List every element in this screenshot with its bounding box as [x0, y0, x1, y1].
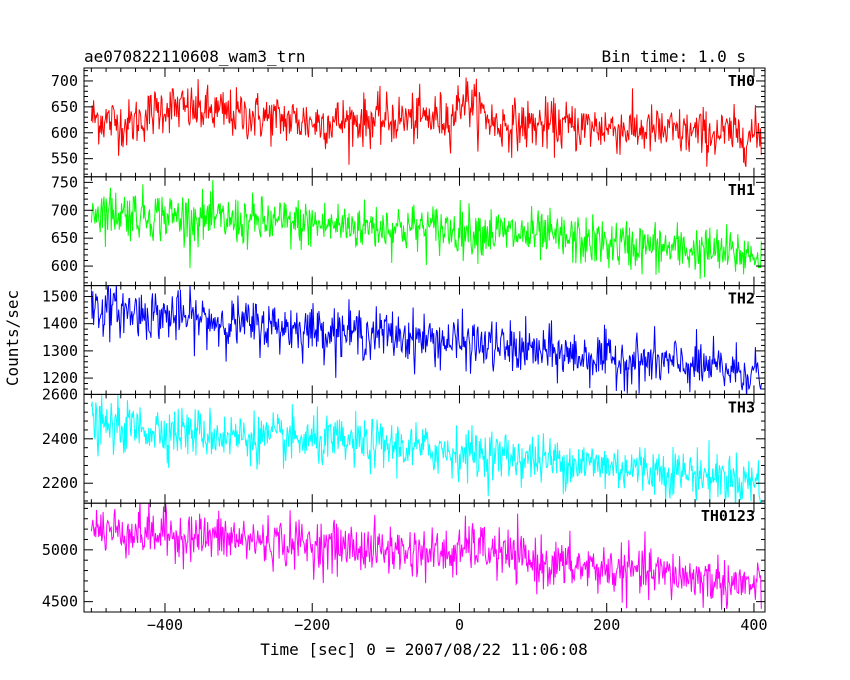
panel-th2: 1200 1300 1400 1500 TH2: [42, 285, 766, 395]
x-axis-label: Time [sec] 0 = 2007/08/22 11:06:08: [260, 640, 588, 659]
series-line-th0123: [90, 503, 762, 610]
series-line-th1: [90, 179, 762, 279]
y-tick-label: 2200: [42, 474, 78, 492]
x-tick-label: 200: [593, 616, 620, 634]
panel-label: TH1: [728, 181, 755, 199]
series-line-th2: [90, 285, 762, 395]
panel-frame: [83, 67, 766, 178]
y-tick-label: 1400: [42, 315, 78, 333]
y-tick-label: 2600: [42, 385, 78, 403]
y-axis-label: Counts/sec: [3, 290, 22, 386]
series-line-th0: [90, 77, 762, 168]
panel-label: TH2: [728, 290, 755, 308]
y-tick-label: 1500: [42, 287, 78, 305]
y-tick-label: 700: [51, 72, 78, 90]
panel-frame: [83, 502, 766, 613]
panel-frame: [83, 176, 766, 287]
y-tick-label: 5000: [42, 541, 78, 559]
panel-stack: 550 600 650 700 TH0 600 650 700 750 TH1 1200 1300 14…: [42, 67, 766, 613]
y-tick-label: 550: [51, 150, 78, 168]
panel-th1: 600 650 700 750 TH1: [51, 173, 766, 287]
x-tick-label: −200: [294, 616, 330, 634]
y-tick-label: 700: [51, 201, 78, 219]
x-tick-label: 400: [740, 616, 767, 634]
chart-title-right: Bin time: 1.0 s: [602, 47, 747, 66]
y-tick-label: 4500: [42, 593, 78, 611]
chart-title-left: ae070822110608_wam3_trn: [84, 47, 306, 66]
y-tick-label: 1200: [42, 369, 78, 387]
y-tick-label: 650: [51, 229, 78, 247]
panel-frame: [83, 393, 766, 504]
y-tick-label: 2400: [42, 430, 78, 448]
panel-label: TH0: [728, 72, 755, 90]
y-tick-label: 600: [51, 124, 78, 142]
x-tick-label: −400: [147, 616, 183, 634]
series-line-th3: [90, 394, 762, 504]
y-tick-label: 600: [51, 257, 78, 275]
panel-label: TH0123: [701, 507, 755, 525]
panel-th0: 550 600 650 700 TH0: [51, 67, 766, 178]
panel-th0123: 4500 5000 TH0123: [42, 502, 766, 613]
panel-label: TH3: [728, 398, 755, 416]
y-tick-label: 1300: [42, 342, 78, 360]
y-tick-label: 750: [51, 173, 78, 191]
x-tick-label: 0: [455, 616, 464, 634]
panel-th3: 2200 2400 2600 TH3: [42, 385, 766, 504]
y-tick-label: 650: [51, 98, 78, 116]
x-axis: −400 −200 0 200 400: [147, 616, 768, 634]
